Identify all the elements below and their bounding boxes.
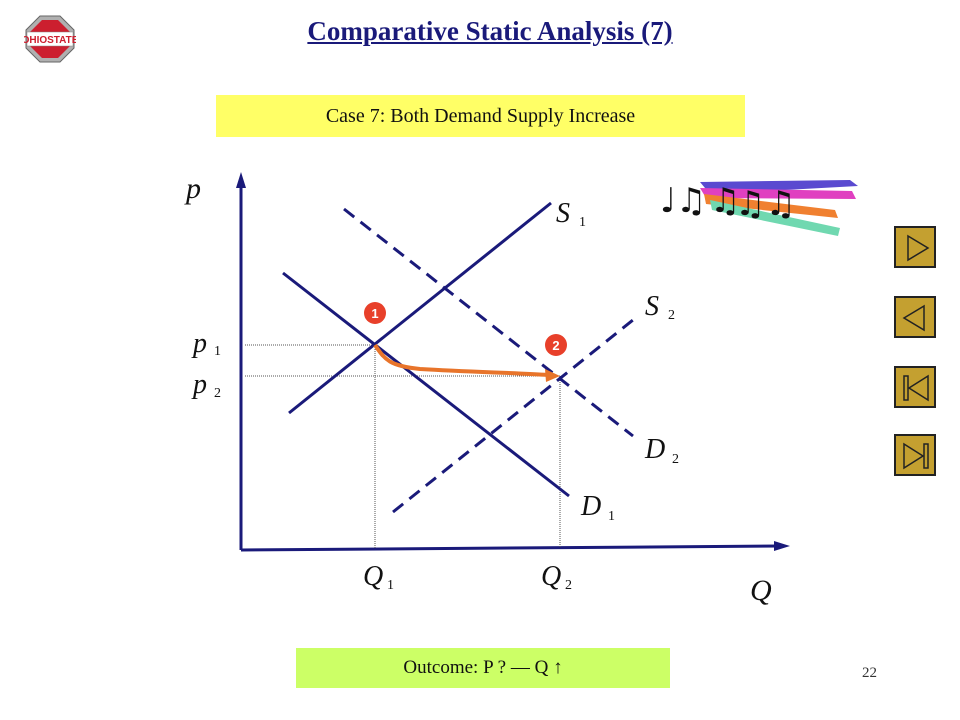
y-axis-label: p [184, 172, 201, 205]
svg-text:2: 2 [668, 308, 675, 323]
demand-curve-d1 [282, 271, 570, 498]
x-axis-arrow [774, 541, 790, 551]
svg-text:2: 2 [552, 338, 559, 353]
d2-label: D 2 [644, 434, 679, 467]
supply-curve-s2 [392, 314, 639, 514]
next-slide-button[interactable] [894, 226, 936, 268]
equilibrium-shift-arrow [373, 343, 549, 377]
svg-text:Q: Q [363, 561, 383, 592]
slide-title: Comparative Static Analysis (7) [307, 16, 673, 46]
svg-text:1: 1 [579, 215, 586, 230]
p1-label: p 1 [191, 328, 221, 359]
svg-text:1: 1 [371, 306, 378, 321]
svg-text:1: 1 [214, 344, 221, 359]
skip-last-icon [903, 442, 929, 470]
page-number: 22 [862, 665, 877, 681]
svg-text:2: 2 [672, 452, 679, 467]
ohio-state-logo: OHIOSTATE [22, 14, 79, 64]
equilibrium-marker-1: 1 [364, 302, 386, 324]
equilibrium-shift-arrowhead [545, 369, 560, 382]
svg-text:1: 1 [387, 578, 394, 593]
svg-text:♩♫: ♩♫ [660, 181, 707, 221]
d1-label: D 1 [580, 491, 615, 524]
first-slide-button[interactable] [894, 366, 936, 408]
q2-label: Q 2 [541, 561, 572, 593]
demand-curve-d2 [343, 207, 634, 438]
s2-label: S 2 [645, 291, 675, 323]
svg-text:2: 2 [565, 578, 572, 593]
music-notes-icon: ♩♫ ♫ ♫♫ [660, 180, 858, 236]
q1-label: Q 1 [363, 561, 394, 593]
p2-label: p 2 [191, 369, 221, 401]
svg-text:OHIOSTATE: OHIOSTATE [24, 35, 76, 46]
x-axis-label: Q [750, 574, 772, 607]
svg-text:D: D [580, 491, 601, 522]
last-slide-button[interactable] [894, 434, 936, 476]
svg-text:1: 1 [608, 509, 615, 524]
case-label: Case 7: Both Demand Supply Increase [216, 95, 745, 137]
svg-text:D: D [644, 434, 665, 465]
svg-text:2: 2 [214, 386, 221, 401]
y-axis-arrow [236, 172, 246, 188]
play-left-icon [902, 304, 925, 332]
equilibrium-marker-2: 2 [545, 334, 567, 356]
svg-text:p: p [191, 328, 207, 359]
previous-slide-button[interactable] [894, 296, 936, 338]
svg-text:p: p [191, 369, 207, 400]
supply-curve-s1 [288, 201, 552, 415]
svg-text:S: S [645, 291, 659, 322]
x-axis [240, 544, 781, 552]
s1-label: S 1 [556, 198, 586, 230]
outcome-label: Outcome: P ? — Q ↑ [296, 648, 670, 688]
svg-text:♫: ♫ [710, 181, 740, 221]
play-right-icon [907, 234, 930, 262]
svg-text:♫♫: ♫♫ [735, 184, 796, 224]
svg-text:S: S [556, 198, 570, 229]
svg-text:Q: Q [541, 561, 561, 592]
skip-first-icon [903, 374, 929, 402]
